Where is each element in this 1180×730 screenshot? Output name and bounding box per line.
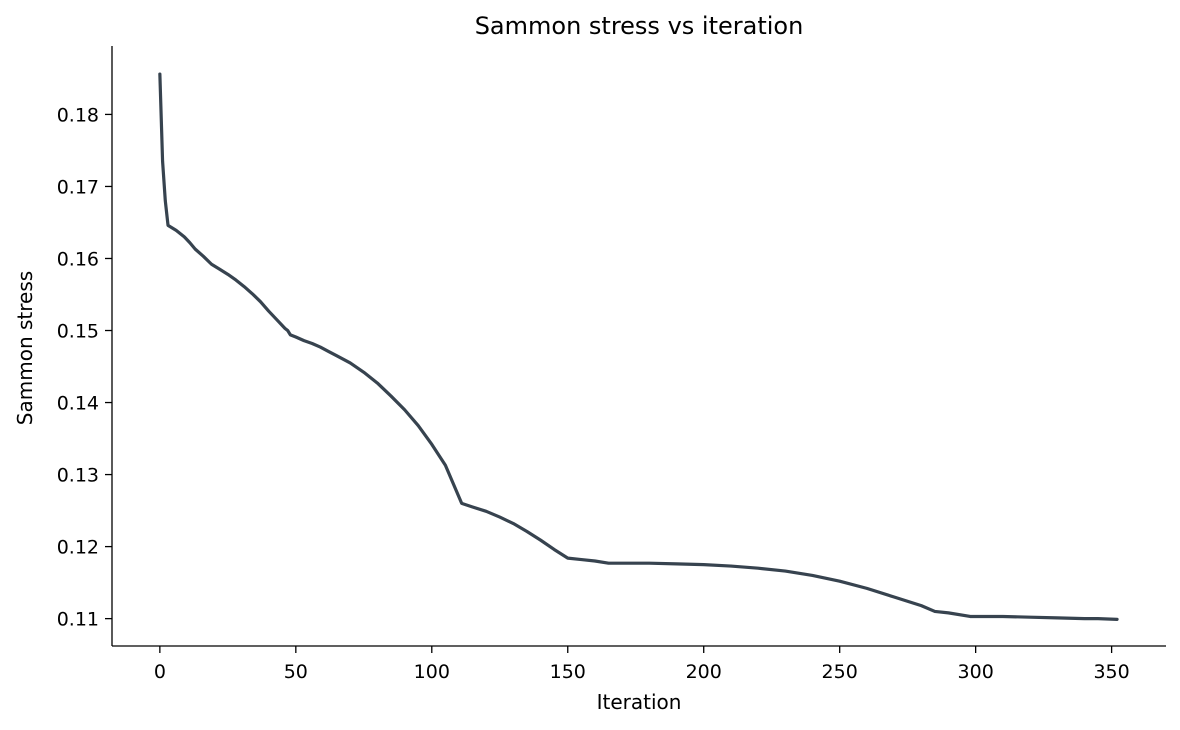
x-axis-label: Iteration [597, 690, 682, 714]
y-tick-label: 0.16 [57, 248, 99, 270]
chart-title: Sammon stress vs iteration [475, 12, 804, 40]
x-tick-label: 350 [1093, 661, 1129, 683]
x-tick-label: 200 [686, 661, 722, 683]
y-axis-label: Sammon stress [13, 271, 37, 425]
y-tick-label: 0.13 [57, 465, 99, 487]
x-tick-label: 250 [822, 661, 858, 683]
y-axis-ticks: 0.11 0.12 0.13 0.14 0.15 0.16 0.17 0.18 [57, 104, 112, 631]
y-tick-label: 0.11 [57, 609, 99, 631]
x-tick-label: 0 [154, 661, 166, 683]
series-line-0 [158, 72, 1119, 621]
y-tick-label: 0.14 [57, 393, 99, 415]
plot-area [158, 72, 1119, 621]
x-tick-label: 50 [284, 661, 308, 683]
y-tick-label: 0.12 [57, 537, 99, 559]
y-tick-label: 0.15 [57, 321, 99, 343]
x-tick-label: 300 [958, 661, 994, 683]
x-axis-ticks: 0 50 100 150 200 250 300 350 [154, 646, 1130, 683]
x-tick-label: 100 [414, 661, 450, 683]
y-tick-label: 0.18 [57, 104, 99, 126]
x-tick-label: 150 [550, 661, 586, 683]
y-tick-label: 0.17 [57, 176, 99, 198]
